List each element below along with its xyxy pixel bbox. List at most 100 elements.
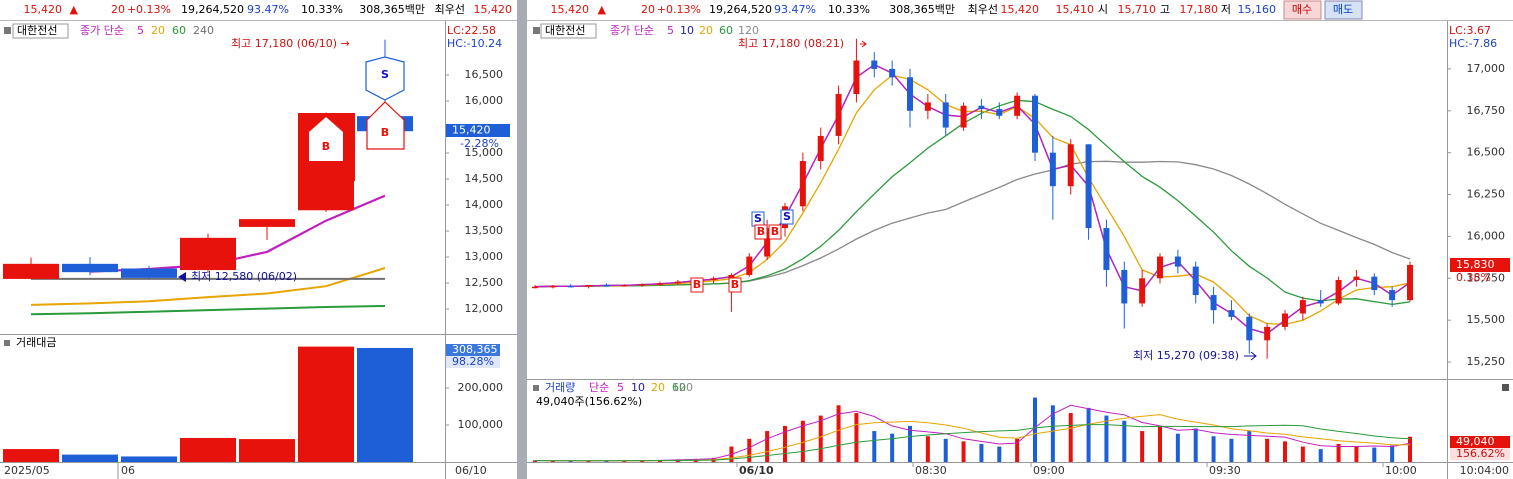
lc-label: LC:3.67: [1449, 24, 1491, 37]
volume-bar: [1175, 433, 1180, 462]
y-tick-label: 16,750: [1467, 104, 1506, 117]
header-cell: 15,160: [1238, 3, 1277, 16]
y-tick-label: 15,500: [1467, 313, 1506, 326]
header-cell: 308,365백만: [359, 3, 425, 16]
volume-bar: [1408, 436, 1412, 462]
volume-bar: [357, 347, 413, 462]
candle-body: [746, 256, 753, 275]
volume-average: [534, 424, 1411, 462]
volume-legend-period: 120: [672, 381, 693, 394]
volume-legend-period: 20: [651, 381, 665, 394]
sell-button[interactable]: [1324, 0, 1363, 20]
legend-period: 20: [699, 24, 713, 37]
candle-body: [1049, 152, 1056, 187]
candle-body: [835, 94, 842, 136]
candle-body: [1335, 279, 1342, 304]
y-tick-label: 13,500: [465, 224, 504, 237]
x-tick-label: 10:00: [1385, 464, 1417, 477]
header-cell: 저: [1221, 3, 1231, 16]
high-note: 최고 17,180 (06/10) →: [231, 37, 350, 50]
header-cell: 19,264,520: [709, 3, 772, 16]
legend-period: 10: [680, 24, 694, 37]
y-tick-label: 14,000: [465, 198, 504, 211]
volume-bar: [961, 441, 966, 462]
candle-body: [1157, 256, 1163, 279]
buy-signal-label: B: [771, 225, 779, 238]
volume-bar: [1068, 413, 1073, 462]
volume-bar: [1193, 428, 1198, 462]
x-tick-label: 06/10: [739, 464, 774, 477]
x-tick-label: 09:30: [1209, 464, 1241, 477]
y-tick-label: 12,000: [465, 302, 504, 315]
volume-legend: 단순: [589, 381, 609, 394]
moving-average: [534, 63, 1411, 335]
menu-icon: [533, 385, 539, 391]
legend-period: 120: [738, 24, 759, 37]
candle-body: [996, 109, 1003, 116]
header-cell: 최우선: [435, 3, 465, 16]
candle-body: [960, 105, 967, 128]
candle-body: [532, 286, 538, 289]
candle-body: [1210, 295, 1217, 311]
header-cell: 19,264,520: [181, 3, 244, 16]
y-tick-label: 16,250: [1467, 188, 1506, 201]
header-cell: 시: [1098, 3, 1108, 16]
candle-body: [764, 228, 771, 257]
candle-body: [1353, 276, 1360, 280]
y-tick-label: 17,000: [1467, 62, 1506, 75]
candle-body: [674, 281, 681, 284]
header-cell: ▲: [598, 3, 607, 16]
high-arrow: [860, 40, 867, 48]
volume-bar: [1158, 425, 1162, 462]
volume-bar: [1229, 438, 1234, 462]
volume-legend-period: 5: [617, 381, 624, 394]
candle-body: [853, 60, 860, 95]
volume-bar: [1336, 443, 1341, 462]
volume-tag-pct: 156.62%: [1456, 447, 1505, 460]
volume-bar: [1211, 436, 1216, 462]
header-cell: 17,180: [1180, 3, 1219, 16]
candle-body: [1317, 300, 1324, 304]
candle-body: [3, 263, 59, 279]
volume-average: [534, 404, 1411, 462]
candle-body: [1282, 313, 1288, 327]
y-tick-label: 15,250: [1467, 355, 1506, 368]
y-tick-label: 16,500: [465, 68, 504, 81]
buy-signal-label: B: [693, 278, 701, 291]
moving-average: [30, 267, 386, 306]
sell-signal: [780, 209, 794, 225]
legend-label: 종가 단순: [610, 24, 654, 37]
candle-body: [657, 283, 663, 285]
volume-tag-label: 308,365: [452, 343, 498, 356]
volume-bar: [872, 431, 877, 462]
candle-body: [1067, 144, 1074, 187]
low-note: 최저 12,580 (06/02): [191, 270, 297, 283]
menu-icon: [1502, 384, 1509, 391]
change-tag: -2.28%: [460, 137, 499, 150]
candle-body: [1085, 144, 1092, 229]
header-cell: 20: [111, 3, 125, 16]
volume-tag-pct-bg: [446, 356, 500, 368]
volume-bar: [1283, 441, 1287, 462]
y-tick-label: 16,500: [1467, 146, 1506, 159]
header-cell: ▲: [70, 3, 79, 16]
candle-body: [1014, 95, 1021, 116]
volume-bar: [908, 425, 912, 462]
volume-bar: [121, 456, 177, 462]
volume-bar: [800, 420, 805, 462]
volume-bar: [3, 449, 59, 462]
sell-button-label: 매도: [1333, 3, 1353, 16]
volume-bar: [1033, 397, 1037, 462]
low-arrow: [178, 272, 186, 282]
header-cell: +0.13%: [127, 3, 171, 16]
candle-body: [1299, 300, 1306, 314]
buy-signal-icon: [309, 117, 343, 161]
sell-signal-label: S: [381, 68, 389, 81]
volume-bar: [890, 433, 895, 462]
buy-signal-label: B: [757, 225, 765, 238]
buy-button[interactable]: [1283, 0, 1322, 20]
volume-bar: [1390, 445, 1395, 462]
candle-body: [942, 102, 949, 128]
header-cell: 최우선: [968, 3, 998, 16]
stock-box: [540, 23, 597, 39]
